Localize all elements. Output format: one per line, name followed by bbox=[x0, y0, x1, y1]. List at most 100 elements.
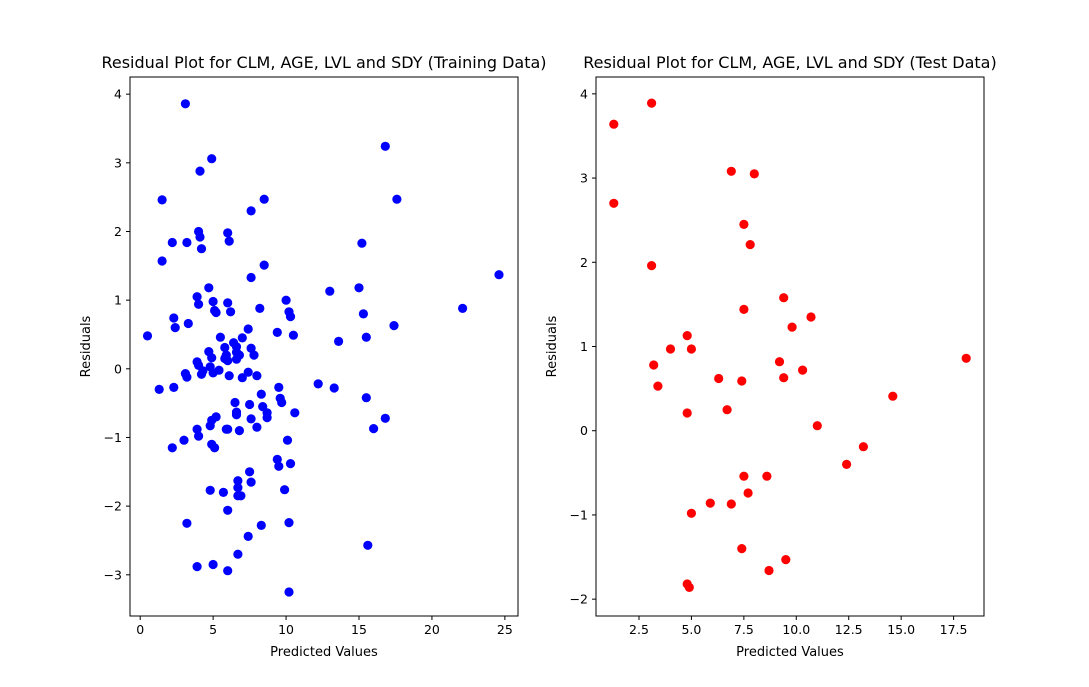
train-point bbox=[361, 393, 371, 403]
train-point bbox=[274, 382, 284, 392]
test-x-tick-label: 5.0 bbox=[681, 622, 701, 637]
train-points bbox=[142, 99, 504, 597]
test-chart-title: Residual Plot for CLM, AGE, LVL and SDY … bbox=[583, 53, 996, 72]
train-point bbox=[183, 318, 193, 329]
train-point bbox=[211, 307, 221, 318]
train-point bbox=[272, 327, 282, 337]
train-point bbox=[243, 324, 253, 334]
train-point bbox=[167, 237, 177, 248]
train-point bbox=[167, 443, 177, 453]
train-y-tick-label: −1 bbox=[104, 430, 122, 445]
train-point bbox=[325, 286, 335, 296]
train-point bbox=[237, 373, 247, 383]
test-x-tick-label: 17.5 bbox=[940, 622, 968, 637]
train-point bbox=[277, 397, 287, 408]
test-point bbox=[737, 376, 747, 386]
test-point bbox=[842, 459, 852, 469]
test-point bbox=[961, 353, 971, 363]
train-point bbox=[169, 313, 179, 323]
train-point bbox=[210, 443, 220, 453]
train-y-tick-label: 2 bbox=[114, 224, 122, 239]
train-y-tick-label: 1 bbox=[114, 293, 122, 308]
train-point bbox=[246, 477, 256, 487]
train-point bbox=[218, 487, 228, 497]
test-x-tick-label: 2.5 bbox=[629, 622, 649, 637]
train-point bbox=[230, 397, 240, 408]
train-point bbox=[243, 531, 253, 542]
test-x-tick-label: 12.5 bbox=[835, 622, 863, 637]
train-point bbox=[246, 414, 256, 424]
test-point bbox=[647, 261, 657, 271]
test-axes-frame bbox=[595, 76, 985, 617]
train-point bbox=[389, 321, 399, 331]
train-x-tick-label: 5 bbox=[209, 622, 217, 637]
test-point bbox=[682, 408, 692, 418]
train-point bbox=[285, 459, 296, 469]
train-point bbox=[334, 336, 344, 346]
train-point bbox=[205, 485, 215, 495]
train-point bbox=[256, 389, 266, 399]
train-point bbox=[196, 369, 207, 379]
train-point bbox=[233, 483, 243, 493]
test-point bbox=[686, 508, 697, 518]
train-point bbox=[154, 384, 164, 394]
test-y-tick-label: −2 bbox=[570, 592, 588, 607]
train-point bbox=[259, 194, 269, 204]
train-point bbox=[274, 461, 284, 471]
test-point bbox=[722, 405, 732, 415]
train-x-axis-label: Predicted Values bbox=[270, 645, 378, 660]
train-point bbox=[354, 283, 364, 293]
train-point bbox=[285, 312, 296, 322]
test-point bbox=[812, 421, 822, 431]
test-point bbox=[682, 331, 692, 341]
train-point bbox=[215, 332, 225, 342]
train-point bbox=[237, 333, 247, 343]
train-point bbox=[231, 410, 242, 420]
train-point bbox=[204, 283, 214, 293]
train-point bbox=[192, 424, 202, 434]
train-point bbox=[226, 307, 236, 317]
train-point bbox=[280, 485, 290, 495]
test-point bbox=[739, 471, 749, 481]
train-x-tick-label: 0 bbox=[136, 622, 144, 637]
train-point bbox=[142, 331, 153, 341]
train-axes-frame bbox=[129, 76, 519, 617]
train-point bbox=[182, 237, 192, 248]
train-point bbox=[157, 195, 167, 205]
test-point bbox=[787, 322, 797, 332]
train-y-tick-label: 4 bbox=[114, 87, 122, 102]
test-point bbox=[781, 555, 791, 565]
train-point bbox=[208, 559, 218, 570]
train-point bbox=[284, 587, 294, 597]
train-point bbox=[458, 303, 468, 313]
test-point bbox=[806, 312, 816, 322]
test-point bbox=[739, 219, 749, 229]
test-point bbox=[726, 499, 736, 509]
test-point bbox=[609, 119, 619, 129]
test-point bbox=[743, 488, 753, 498]
train-point bbox=[194, 431, 204, 441]
train-point bbox=[272, 454, 282, 464]
test-point bbox=[739, 304, 749, 314]
test-y-tick-label: 2 bbox=[580, 255, 588, 270]
train-point bbox=[357, 238, 367, 248]
train-point bbox=[255, 303, 265, 313]
test-point bbox=[774, 357, 785, 367]
train-point bbox=[380, 141, 390, 151]
train-point bbox=[313, 379, 323, 389]
train-point bbox=[182, 518, 192, 528]
train-point bbox=[380, 413, 390, 423]
train-point bbox=[252, 371, 262, 381]
train-point bbox=[208, 296, 218, 307]
train-y-tick-label: −2 bbox=[104, 499, 122, 514]
test-point bbox=[798, 365, 808, 375]
test-point bbox=[749, 169, 759, 179]
train-point bbox=[223, 505, 233, 515]
test-y-tick-label: 3 bbox=[580, 171, 588, 186]
train-point bbox=[281, 295, 291, 305]
train-point bbox=[157, 256, 167, 266]
train-point bbox=[288, 330, 298, 340]
train-y-tick-label: 0 bbox=[114, 361, 122, 376]
